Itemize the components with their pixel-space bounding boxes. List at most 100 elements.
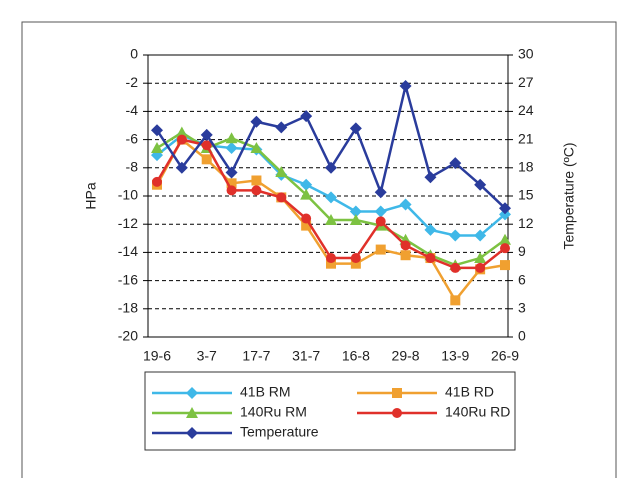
data-point xyxy=(399,198,412,211)
y-tick-label: -16 xyxy=(118,271,138,287)
data-point xyxy=(151,142,163,154)
legend-label: 140Ru RD xyxy=(445,404,510,420)
y2-tick-label: 0 xyxy=(518,328,526,344)
y2-tick-label: 18 xyxy=(518,159,534,175)
legend-label: 140Ru RM xyxy=(240,404,307,420)
x-tick-label: 17-7 xyxy=(242,348,270,364)
data-point xyxy=(374,186,387,199)
data-point xyxy=(200,128,213,141)
data-point xyxy=(500,243,510,254)
data-point xyxy=(151,124,163,137)
legend-marker xyxy=(186,387,198,399)
data-point xyxy=(350,253,361,264)
data-point xyxy=(449,157,462,170)
data-point xyxy=(374,205,387,218)
data-point xyxy=(201,154,212,165)
data-point xyxy=(326,258,336,269)
legend-label: 41B RM xyxy=(240,384,291,400)
y2-tick-label: 9 xyxy=(518,243,526,259)
x-tick-label: 19-6 xyxy=(143,348,171,364)
data-point xyxy=(175,126,188,138)
data-point xyxy=(424,171,437,184)
data-point xyxy=(349,122,362,135)
y2-tick-label: 27 xyxy=(518,74,534,90)
y2-tick-label: 3 xyxy=(518,300,526,316)
data-point xyxy=(450,262,461,273)
data-point xyxy=(301,213,312,224)
data-point xyxy=(325,191,337,204)
data-point xyxy=(474,178,487,191)
data-point xyxy=(301,220,312,231)
data-point xyxy=(225,132,238,144)
legend-label: Temperature xyxy=(240,424,319,440)
data-point xyxy=(350,258,361,269)
legend-marker xyxy=(186,407,198,418)
data-point xyxy=(201,140,212,151)
y-tick-label: -8 xyxy=(126,159,139,175)
data-point xyxy=(474,252,487,264)
data-point xyxy=(424,223,437,236)
data-point xyxy=(226,178,237,189)
x-tick-label: 16-8 xyxy=(342,348,370,364)
data-point xyxy=(499,202,511,215)
frame xyxy=(21,21,617,478)
y2-tick-label: 12 xyxy=(518,215,534,231)
data-point xyxy=(449,229,462,242)
data-point xyxy=(175,161,188,174)
x-tick-label: 31-7 xyxy=(292,348,320,364)
data-point xyxy=(300,110,313,123)
y2-tick-label: 21 xyxy=(518,130,534,146)
data-point xyxy=(375,216,386,227)
data-point xyxy=(400,250,411,261)
data-point xyxy=(474,229,487,242)
x-tick-label: 29-8 xyxy=(392,348,420,364)
data-point xyxy=(349,205,362,218)
data-point xyxy=(276,192,287,203)
y-tick-label: -20 xyxy=(118,328,138,344)
data-point xyxy=(250,142,263,154)
data-point xyxy=(450,295,461,306)
data-point xyxy=(325,161,337,174)
x-tick-label: 26-9 xyxy=(491,348,519,364)
data-point xyxy=(251,185,262,196)
y-tick-label: -6 xyxy=(126,130,139,146)
y2-tick-label: 15 xyxy=(518,187,534,203)
data-point xyxy=(250,115,263,128)
data-point xyxy=(225,142,238,155)
y-tick-label: -10 xyxy=(118,187,138,203)
y2-tick-label: 24 xyxy=(518,102,534,118)
data-point xyxy=(499,208,511,221)
data-point xyxy=(275,121,288,134)
data-point xyxy=(325,213,337,225)
data-point xyxy=(300,188,313,200)
data-point xyxy=(499,233,511,245)
y-axis-label: HPa xyxy=(83,182,99,209)
data-point xyxy=(275,166,288,178)
y-tick-label: 0 xyxy=(130,46,138,62)
legend-box xyxy=(144,371,516,451)
y-tick-label: -4 xyxy=(126,102,139,118)
y-tick-label: -2 xyxy=(126,74,139,90)
legend-label: 41B RD xyxy=(445,384,494,400)
data-point xyxy=(425,253,436,264)
data-point xyxy=(326,253,336,264)
data-point xyxy=(251,175,262,186)
data-point xyxy=(176,134,187,145)
data-point xyxy=(500,260,510,271)
data-point xyxy=(475,262,486,273)
data-point xyxy=(225,166,238,179)
data-point xyxy=(226,185,237,196)
x-tick-label: 3-7 xyxy=(197,348,217,364)
legend-marker xyxy=(392,408,402,418)
y-tick-label: -12 xyxy=(118,215,138,231)
y2-tick-label: 30 xyxy=(518,46,534,62)
data-point xyxy=(399,80,412,93)
data-point xyxy=(375,244,386,255)
legend-marker xyxy=(392,388,402,398)
y-tick-label: -14 xyxy=(118,243,138,259)
x-tick-label: 13-9 xyxy=(441,348,469,364)
data-point xyxy=(300,178,313,191)
y-tick-label: -18 xyxy=(118,300,138,316)
data-point xyxy=(400,240,411,251)
